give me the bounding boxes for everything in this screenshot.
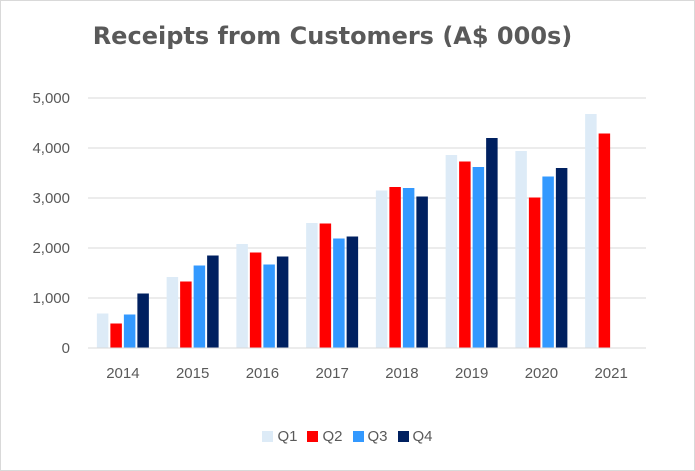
legend-label: Q2 bbox=[322, 428, 343, 445]
legend-item-q4: Q4 bbox=[397, 428, 433, 445]
legend-label: Q3 bbox=[367, 428, 388, 445]
legend-swatch bbox=[397, 431, 409, 442]
bar-q2-2014 bbox=[110, 323, 122, 348]
x-tick-label: 2020 bbox=[525, 365, 558, 382]
bar-q4-2015 bbox=[207, 255, 219, 348]
bar-q4-2019 bbox=[486, 138, 498, 348]
bar-q4-2020 bbox=[555, 168, 568, 348]
bar-q3-2015 bbox=[193, 265, 206, 348]
bar-q3-2020 bbox=[542, 176, 554, 348]
x-tick-label: 2016 bbox=[246, 365, 279, 382]
bar-q3-2019 bbox=[472, 167, 485, 348]
legend: Q1 Q2 Q3 Q4 bbox=[0, 428, 695, 445]
bar-q4-2016 bbox=[276, 256, 289, 348]
y-tick-label: 3,000 bbox=[32, 190, 70, 207]
bar-q2-2019 bbox=[459, 161, 471, 348]
bars bbox=[96, 114, 611, 348]
y-tick-label: 4,000 bbox=[32, 140, 70, 157]
bar-q4-2014 bbox=[137, 293, 149, 348]
bar-q1-2015 bbox=[166, 277, 179, 348]
bar-q1-2016 bbox=[236, 244, 248, 348]
x-tick-label: 2015 bbox=[176, 365, 209, 382]
bar-q3-2016 bbox=[263, 264, 275, 348]
legend-item-q3: Q3 bbox=[352, 428, 388, 445]
legend-swatch bbox=[307, 431, 319, 442]
bar-q1-2014 bbox=[96, 313, 109, 348]
y-tick-label: 1,000 bbox=[32, 290, 70, 307]
y-axis-ticks: 0 1,000 2,000 3,000 4,000 5,000 bbox=[32, 90, 70, 357]
x-tick-label: 2019 bbox=[455, 365, 488, 382]
bar-q1-2019 bbox=[445, 155, 458, 348]
bar-q1-2018 bbox=[375, 190, 388, 348]
bar-q2-2015 bbox=[180, 281, 192, 348]
legend-label: Q1 bbox=[277, 428, 298, 445]
bar-q2-2016 bbox=[249, 252, 262, 348]
bar-q4-2018 bbox=[416, 196, 428, 348]
x-axis-ticks: 2014 2015 2016 2017 2018 2019 2020 2021 bbox=[106, 365, 628, 382]
bar-q2-2020 bbox=[528, 197, 541, 348]
legend-swatch bbox=[262, 431, 274, 442]
legend-swatch bbox=[352, 431, 364, 442]
x-tick-label: 2014 bbox=[106, 365, 139, 382]
bar-q2-2018 bbox=[389, 187, 401, 348]
legend-item-q1: Q1 bbox=[262, 428, 297, 445]
x-tick-label: 2018 bbox=[385, 365, 418, 382]
bar-q2-2017 bbox=[319, 223, 332, 348]
legend-item-q2: Q2 bbox=[307, 428, 343, 445]
bar-q1-2020 bbox=[515, 151, 527, 348]
y-tick-label: 2,000 bbox=[32, 240, 70, 257]
x-tick-label: 2021 bbox=[594, 365, 627, 382]
chart-title: Receipts from Customers (A$ 000s) bbox=[92, 22, 573, 50]
bar-q1-2021 bbox=[585, 114, 597, 348]
y-tick-label: 0 bbox=[62, 340, 70, 357]
x-tick-label: 2017 bbox=[315, 365, 348, 382]
bar-q3-2017 bbox=[333, 238, 345, 348]
bar-q2-2021 bbox=[598, 133, 611, 348]
y-tick-label: 5,000 bbox=[32, 90, 70, 107]
bar-q3-2018 bbox=[402, 188, 415, 348]
bar-q1-2017 bbox=[306, 223, 318, 348]
bar-q4-2017 bbox=[346, 236, 359, 348]
legend-label: Q4 bbox=[412, 428, 433, 445]
bar-q3-2014 bbox=[123, 314, 136, 348]
